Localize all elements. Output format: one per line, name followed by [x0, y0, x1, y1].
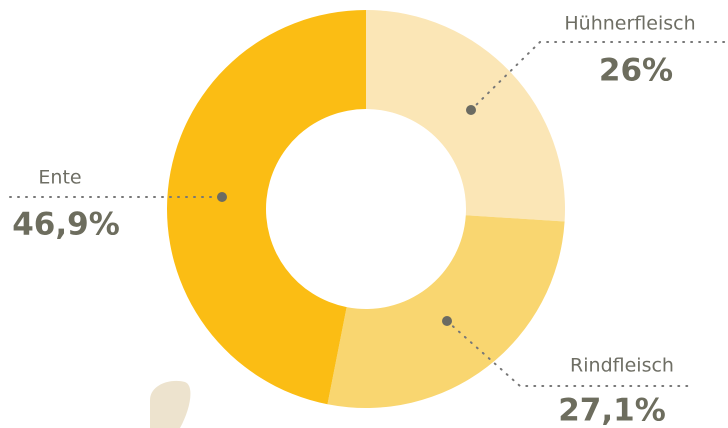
category-label: Ente [38, 167, 81, 189]
donut [166, 10, 565, 408]
leader-dot [217, 192, 227, 202]
slice [366, 10, 565, 222]
slice [327, 215, 565, 408]
leader-line [470, 41, 728, 111]
leader-line [446, 320, 691, 387]
labels: Hühnerfleisch 26% Rindfleisch 27,1% Ente 46,9… [9, 13, 728, 428]
slice [166, 10, 366, 405]
leader-dot [466, 105, 476, 115]
category-label: Hühnerfleisch [564, 13, 695, 35]
value-label: 27,1% [558, 393, 666, 428]
category-label: Rindfleisch [570, 355, 674, 377]
value-label: 26% [599, 53, 673, 89]
value-label: 46,9% [12, 207, 120, 243]
leader-dot [442, 316, 452, 326]
decoration [150, 380, 191, 428]
